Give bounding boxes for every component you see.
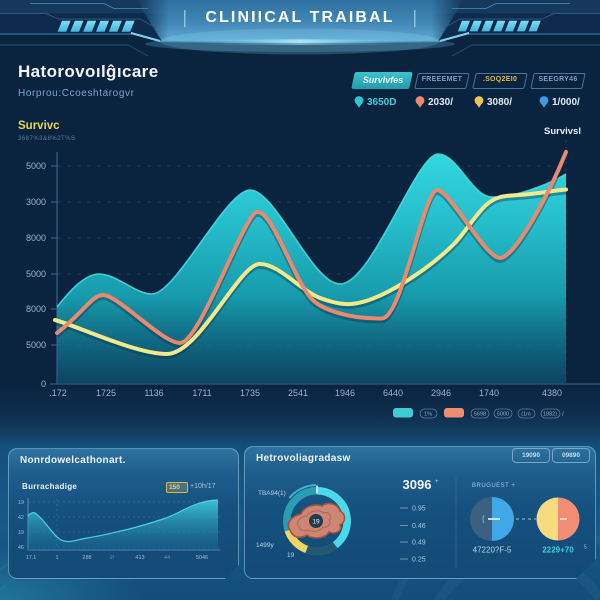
svg-text:3650D: 3650D — [367, 97, 396, 108]
svg-text:2!: 2! — [110, 555, 115, 561]
svg-text:19: 19 — [312, 519, 320, 526]
svg-text:1735: 1735 — [240, 388, 260, 398]
svg-text:+: + — [435, 479, 439, 485]
svg-text:6440: 6440 — [383, 388, 403, 398]
svg-text:47220?F-5: 47220?F-5 — [473, 546, 512, 555]
svg-text:(1m: (1m — [521, 412, 531, 418]
svg-text:17.1: 17.1 — [26, 555, 37, 561]
svg-text:19: 19 — [18, 530, 24, 536]
svg-text:3096: 3096 — [403, 477, 432, 492]
svg-text:1499y: 1499y — [256, 542, 274, 549]
svg-text:2030/: 2030/ — [428, 97, 453, 108]
svg-text:5698: 5698 — [474, 412, 486, 418]
svg-text:1: 1 — [55, 555, 58, 561]
svg-text:5000: 5000 — [26, 161, 46, 171]
svg-text:0.25: 0.25 — [412, 557, 426, 564]
svg-text:2946: 2946 — [431, 388, 451, 398]
svg-text:1136: 1136 — [144, 388, 163, 398]
svg-text:1725: 1725 — [96, 388, 116, 398]
svg-text:5046: 5046 — [196, 555, 208, 561]
svg-text:8000: 8000 — [26, 233, 46, 243]
svg-text:42: 42 — [18, 515, 24, 521]
svg-text:BRUGUEST +: BRUGUEST + — [472, 483, 515, 489]
svg-text:0: 0 — [41, 379, 46, 389]
svg-text:0.49: 0.49 — [412, 540, 426, 547]
svg-text:5: 5 — [584, 545, 587, 551]
svg-text:0.46: 0.46 — [412, 523, 426, 530]
svg-text:1711: 1711 — [192, 388, 211, 398]
svg-text:3000: 3000 — [26, 197, 46, 207]
svg-text:5000: 5000 — [26, 340, 46, 350]
svg-text:5000: 5000 — [26, 269, 46, 279]
svg-text:8000: 8000 — [26, 304, 46, 314]
svg-text:4380: 4380 — [542, 388, 562, 398]
svg-text:46: 46 — [18, 545, 24, 551]
svg-text:1740: 1740 — [479, 388, 499, 398]
svg-text:19: 19 — [18, 500, 24, 506]
svg-text:TBA94(1): TBA94(1) — [258, 490, 286, 497]
svg-text:5000: 5000 — [497, 412, 509, 418]
svg-text:.172: .172 — [49, 388, 67, 398]
svg-text:3080/: 3080/ — [487, 97, 512, 108]
svg-text:2229+70: 2229+70 — [542, 546, 574, 555]
svg-text:0.95: 0.95 — [412, 506, 426, 513]
svg-text:44: 44 — [164, 555, 170, 561]
svg-text:1/000/: 1/000/ — [552, 97, 580, 108]
svg-text:19: 19 — [287, 552, 295, 559]
svg-text:1882): 1882) — [543, 412, 557, 418]
svg-text:2541: 2541 — [288, 388, 308, 398]
svg-text:1%: 1% — [424, 412, 432, 418]
svg-text:288: 288 — [82, 555, 91, 561]
svg-text:1946: 1946 — [335, 388, 355, 398]
svg-text:/: / — [562, 412, 564, 418]
svg-text:413: 413 — [135, 555, 144, 561]
